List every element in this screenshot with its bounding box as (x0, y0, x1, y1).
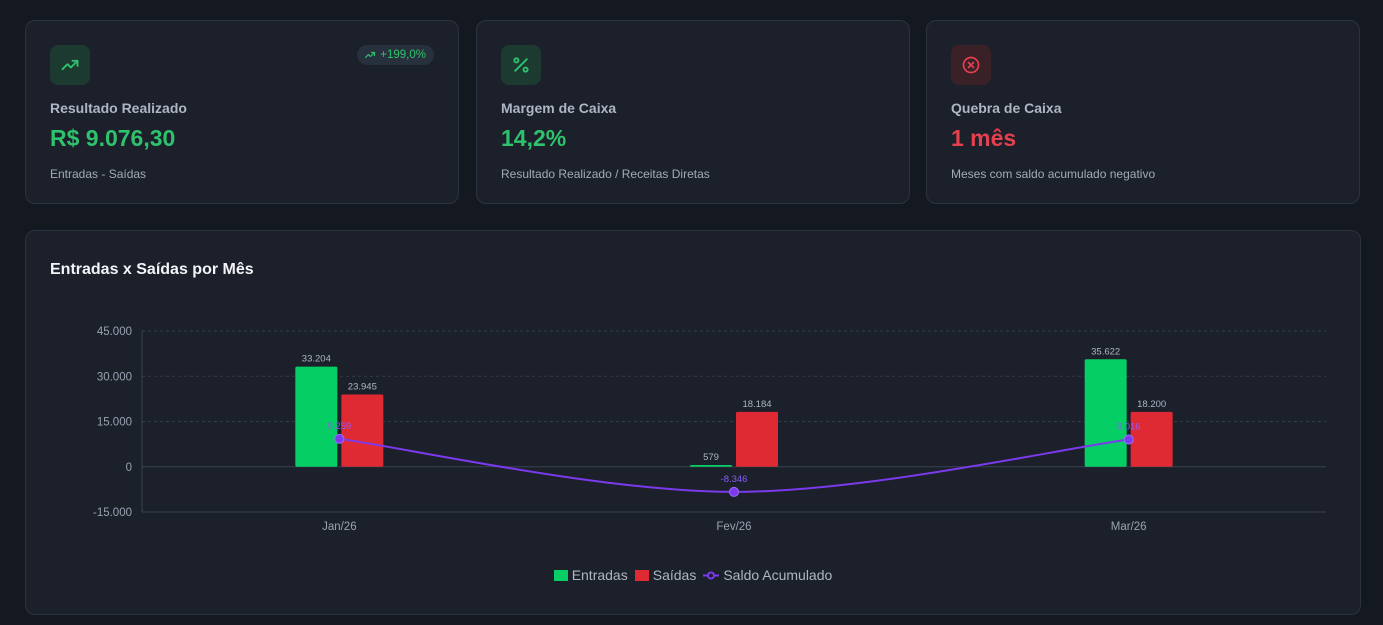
y-tick-label: -15.000 (93, 507, 132, 519)
legend-swatch (634, 569, 649, 581)
line-marker-icon (703, 571, 720, 579)
x-tick-label: Jan/26 (322, 521, 357, 533)
saldo-point (729, 486, 739, 497)
bar-data-label: 23.945 (348, 382, 377, 393)
y-tick-label: 15.000 (97, 417, 132, 429)
legend-item-entradas[interactable]: Entradas (553, 567, 628, 583)
x-tick-label: Mar/26 (1111, 521, 1147, 533)
bar-data-label: 35.622 (1091, 346, 1120, 357)
saldo-data-label: 9.259 (327, 421, 351, 432)
percent-icon (501, 45, 541, 85)
trending-up-icon (50, 45, 90, 85)
card-subtitle: Entradas - Saídas (50, 167, 147, 181)
legend-label: Entradas (571, 567, 628, 583)
y-tick-label: 45.000 (97, 326, 132, 338)
trending-up-icon (365, 51, 376, 59)
card-value: 14,2% (501, 125, 567, 151)
bar-saidas (736, 411, 778, 467)
chart-card: Entradas x Saídas por Mês 45.000 30.000 15… (25, 230, 1361, 615)
bar-entradas (295, 366, 338, 467)
card-title: Resultado Realizado (50, 100, 187, 116)
bar-data-label: 18.200 (1137, 399, 1166, 410)
legend-item-saidas[interactable]: Saídas (634, 567, 697, 583)
chart-legend: Entradas Saídas Saldo Acumulado (26, 567, 1360, 583)
card-title: Margem de Caixa (501, 100, 617, 116)
bar-line-chart: 45.000 30.000 15.000 0 -15.000 33.204 579 35.62… (93, 326, 1326, 533)
saldo-point (1123, 434, 1134, 445)
bar-entradas (1084, 359, 1127, 467)
legend-label: Saldo Acumulado (723, 567, 833, 583)
change-badge: +199,0% (357, 45, 434, 65)
bar-saidas (1130, 411, 1173, 467)
kpi-card-quebra: Quebra de Caixa 1 mês Meses com saldo ac… (926, 20, 1360, 204)
y-tick-label: 30.000 (97, 371, 132, 383)
card-value: R$ 9.076,30 (50, 125, 176, 151)
change-badge-text: +199,0% (380, 49, 426, 61)
legend-label: Saídas (652, 567, 697, 583)
card-subtitle: Resultado Realizado / Receitas Diretas (501, 167, 710, 181)
bar-data-label: 579 (703, 452, 719, 463)
card-value: 1 mês (951, 125, 1017, 151)
bar-entradas (690, 465, 732, 467)
x-circle-icon (951, 45, 991, 85)
chart-title: Entradas x Saídas por Mês (50, 261, 254, 278)
kpi-card-margem: Margem de Caixa 14,2% Resultado Realizad… (476, 20, 910, 204)
kpi-card-resultado: +199,0% Resultado Realizado R$ 9.076,30 … (25, 20, 459, 204)
bar-saidas (341, 394, 384, 467)
bar-data-label: 33.204 (302, 354, 331, 365)
card-subtitle: Meses com saldo acumulado negativo (951, 167, 1156, 181)
legend-swatch (553, 569, 568, 581)
saldo-point (334, 433, 345, 444)
legend-item-saldo[interactable]: Saldo Acumulado (703, 567, 832, 583)
bar-data-label: 18.184 (742, 399, 771, 410)
card-title: Quebra de Caixa (951, 100, 1062, 116)
y-tick-label: 0 (126, 462, 132, 474)
saldo-data-label: -8.346 (721, 474, 748, 485)
saldo-data-label: 9.016 (1117, 422, 1141, 433)
x-tick-label: Fev/26 (716, 521, 751, 533)
